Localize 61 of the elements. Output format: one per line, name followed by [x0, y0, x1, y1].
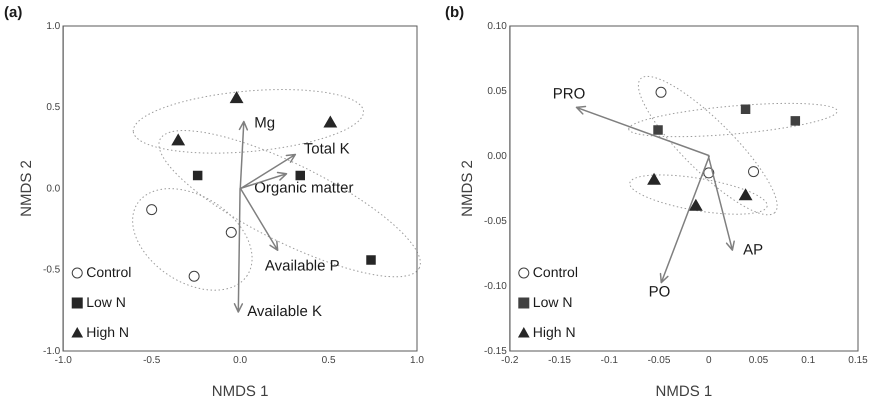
- x-axis-title: NMDS 1: [656, 383, 712, 400]
- annotation: Available P: [264, 258, 340, 275]
- annotation: Available K: [247, 303, 322, 320]
- x-tick-label: 0: [706, 354, 712, 366]
- point: [192, 170, 202, 180]
- x-tick-label: -0.5: [143, 354, 161, 366]
- y-axis-title: NMDS 2: [18, 160, 36, 217]
- chart-title: (b): [445, 4, 464, 22]
- x-tick-label: -0.05: [648, 354, 671, 366]
- legend-label: Control: [86, 264, 132, 280]
- point: [748, 166, 760, 178]
- x-tick-label: 1.0: [410, 354, 424, 366]
- point: [647, 173, 661, 185]
- annotation: Mg: [254, 114, 276, 132]
- y-tick-label: 0.00: [487, 150, 508, 162]
- annotation: PRO: [552, 85, 586, 102]
- point: [739, 188, 752, 200]
- point: [146, 204, 158, 216]
- point: [790, 116, 800, 126]
- y-tick-label: 0.10: [487, 20, 508, 32]
- x-tick-label: 0.15: [848, 354, 868, 366]
- y-tick-label: -0.15: [484, 346, 508, 357]
- point: [188, 270, 200, 282]
- point: [172, 134, 185, 146]
- x-tick-label: 0.5: [322, 354, 336, 366]
- y-axis-title: NMDS 2: [459, 160, 476, 217]
- y-tick-label: 0.05: [487, 86, 508, 97]
- point: [230, 92, 244, 104]
- y-tick-label: 0.0: [46, 183, 61, 194]
- point: [324, 116, 337, 128]
- annotation: Total K: [304, 140, 350, 158]
- legend-label: High N: [532, 324, 576, 340]
- point: [656, 86, 667, 98]
- point: [296, 170, 305, 180]
- x-tick-label: -1.0: [54, 354, 72, 366]
- point: [226, 226, 237, 238]
- legend-label: Low N: [86, 294, 126, 310]
- x-tick-label: -0.1: [600, 354, 618, 366]
- y-tick-label: 0.5: [46, 102, 61, 113]
- legend-label: High N: [86, 324, 130, 340]
- x-tick-label: 0.05: [748, 354, 769, 366]
- chart-title: (a): [4, 4, 22, 22]
- annotation: Organic matter: [254, 180, 354, 197]
- x-tick-label: -0.2: [501, 354, 519, 366]
- annotation: PO: [648, 284, 670, 301]
- y-tick-label: 1.0: [46, 20, 61, 32]
- y-tick-label: -0.10: [484, 280, 508, 292]
- annotation: AP: [743, 241, 764, 258]
- point: [740, 104, 750, 114]
- x-tick-label: -0.15: [548, 354, 572, 366]
- legend-label: Control: [532, 264, 578, 280]
- legend-label: Low N: [532, 294, 572, 310]
- point: [366, 255, 376, 265]
- x-tick-label: 0.1: [801, 354, 816, 366]
- point: [689, 199, 702, 211]
- y-tick-label: -1.0: [42, 346, 61, 357]
- y-tick-label: -0.5: [42, 264, 61, 276]
- x-tick-label: 0.0: [233, 354, 248, 366]
- y-tick-label: -0.05: [484, 216, 508, 227]
- x-axis-title: NMDS 1: [212, 383, 268, 400]
- point: [653, 125, 663, 135]
